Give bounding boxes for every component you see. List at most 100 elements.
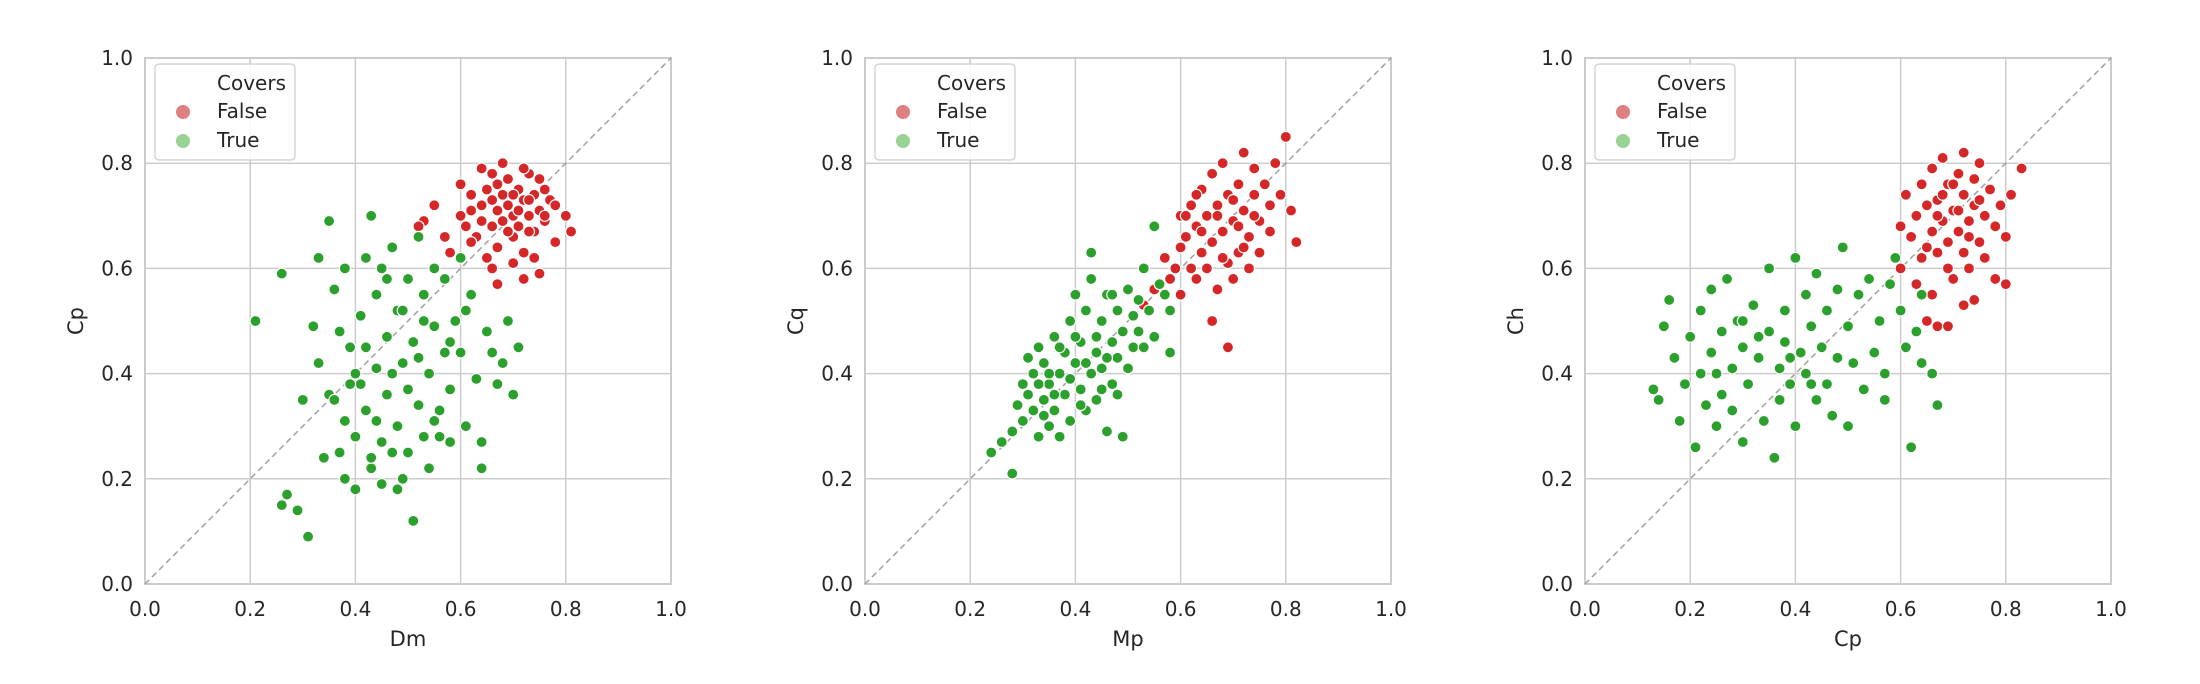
x-tick-label: 0.0 — [849, 597, 881, 621]
y-tick-label: 1.0 — [821, 46, 853, 70]
legend-marker-false — [1616, 105, 1630, 119]
data-point-false — [1185, 262, 1198, 275]
series-false — [1894, 146, 2028, 333]
data-point-false — [1179, 209, 1192, 222]
data-point-true — [1116, 430, 1129, 443]
data-point-true — [1127, 341, 1140, 354]
x-tick-label: 0.0 — [129, 597, 161, 621]
data-point-true — [1915, 288, 1928, 301]
y-tick-label: 1.0 — [1541, 46, 1573, 70]
data-point-true — [1868, 346, 1881, 359]
data-point-true — [344, 378, 357, 391]
data-point-false — [501, 225, 515, 238]
data-point-true — [512, 341, 525, 354]
data-point-true — [1085, 272, 1098, 286]
data-point-false — [1952, 204, 1965, 217]
data-point-true — [1053, 367, 1066, 380]
series-true — [249, 209, 525, 543]
data-point-false — [491, 178, 504, 191]
data-point-true — [1841, 320, 1855, 333]
data-point-false — [1910, 209, 1923, 222]
data-point-true — [1116, 325, 1129, 338]
data-point-true — [1915, 356, 1928, 370]
data-point-false — [491, 204, 504, 217]
data-point-true — [386, 367, 399, 380]
plot-frame — [864, 57, 1392, 585]
data-point-true — [1694, 304, 1707, 317]
x-tick-label: 0.0 — [1569, 597, 1601, 621]
data-point-false — [1962, 262, 1976, 275]
x-tick-label: 0.6 — [1885, 597, 1917, 621]
data-point-true — [1121, 283, 1135, 296]
data-point-true — [280, 488, 294, 501]
x-tick-label: 0.8 — [550, 597, 582, 621]
legend-label-false: False — [217, 99, 267, 123]
data-point-false — [1253, 246, 1266, 259]
data-point-true — [1862, 272, 1876, 286]
data-point-false — [496, 157, 509, 170]
data-point-false — [1211, 199, 1224, 212]
data-point-false — [1962, 230, 1976, 243]
series-true — [985, 220, 1177, 480]
data-point-true — [370, 288, 383, 301]
data-point-false — [1962, 214, 1976, 228]
data-point-true — [1762, 262, 1776, 275]
data-point-true — [1726, 362, 1739, 375]
data-point-false — [1216, 157, 1229, 170]
data-point-false — [512, 204, 525, 217]
data-point-true — [1663, 293, 1676, 307]
data-point-true — [1678, 378, 1692, 391]
data-point-false — [2015, 162, 2028, 175]
data-point-true — [1826, 409, 1839, 422]
x-tick-label: 1.0 — [1375, 597, 1407, 621]
data-point-true — [1715, 325, 1728, 338]
data-point-false — [1899, 188, 1912, 201]
data-point-true — [1831, 351, 1844, 364]
data-point-true — [1016, 414, 1029, 428]
data-point-false — [1248, 209, 1261, 222]
legend-title: Covers — [1657, 71, 1726, 95]
data-point-true — [1069, 356, 1082, 370]
data-point-true — [1137, 341, 1150, 354]
data-point-true — [1878, 393, 1891, 406]
data-point-false — [1973, 157, 1986, 170]
data-point-false — [1968, 172, 1981, 186]
data-point-false — [1279, 130, 1292, 143]
y-tick-label: 0.6 — [821, 256, 853, 280]
data-point-true — [365, 451, 378, 464]
data-point-false — [549, 199, 562, 212]
data-point-false — [1248, 162, 1261, 175]
data-point-true — [1784, 351, 1797, 364]
data-point-true — [317, 451, 330, 464]
legend: Covers False True — [154, 63, 296, 161]
data-point-false — [454, 209, 467, 222]
legend-marker-true — [1616, 134, 1630, 148]
data-point-true — [1715, 388, 1728, 401]
data-point-true — [1106, 378, 1119, 391]
data-point-false — [486, 167, 499, 180]
plot-frame — [144, 57, 672, 585]
data-point-false — [1274, 188, 1287, 201]
data-point-true — [396, 304, 409, 317]
legend-box — [874, 63, 1016, 161]
data-point-false — [1227, 193, 1240, 207]
data-point-true — [365, 462, 378, 475]
data-point-true — [407, 335, 420, 349]
legend: Covers False True — [874, 63, 1016, 161]
data-point-false — [1211, 209, 1224, 222]
legend-label-true: True — [1656, 128, 1699, 152]
data-point-true — [1689, 441, 1702, 454]
data-point-true — [1694, 367, 1707, 380]
legend-title: Covers — [937, 71, 1006, 95]
data-point-false — [1174, 241, 1187, 254]
data-point-true — [1773, 362, 1786, 375]
data-point-false — [533, 267, 546, 280]
data-point-true — [1111, 304, 1124, 317]
data-point-false — [538, 209, 551, 222]
data-point-false — [475, 199, 488, 212]
data-point-false — [1931, 246, 1944, 259]
x-tick-label: 0.6 — [1165, 597, 1197, 621]
data-point-true — [496, 356, 509, 370]
data-point-true — [1042, 420, 1056, 433]
data-point-true — [333, 446, 346, 459]
